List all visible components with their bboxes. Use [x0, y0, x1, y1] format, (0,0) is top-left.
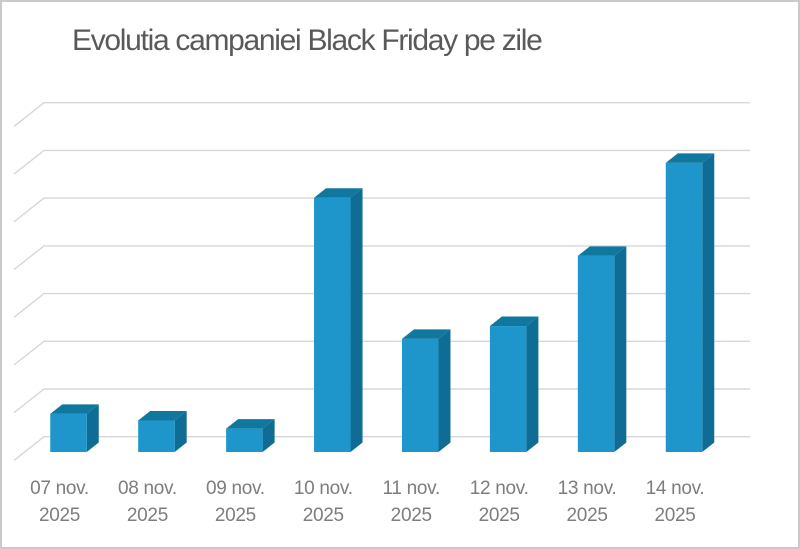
bar-front-face — [489, 326, 527, 452]
category-label-1: 08 nov. 2025 — [118, 478, 177, 526]
category-label-line2: 2025 — [39, 505, 80, 526]
bar-side-face — [614, 246, 627, 452]
gridline-1 — [13, 388, 750, 414]
bar-top-face — [50, 404, 99, 414]
category-label-line2: 2025 — [567, 505, 608, 526]
bar-side-face — [526, 316, 539, 452]
bar-top-face — [138, 411, 187, 421]
gridline-7 — [13, 102, 750, 127]
bar-front-face — [138, 420, 175, 452]
category-label-line1: 10 nov. — [294, 478, 353, 499]
category-label-5: 12 nov. 2025 — [470, 478, 529, 526]
bar-top-face — [401, 329, 451, 339]
category-label-line1: 13 nov. — [558, 478, 617, 499]
category-label-line2: 2025 — [654, 505, 695, 526]
category-label-line1: 08 nov. — [118, 478, 177, 499]
gridline-5 — [13, 197, 750, 223]
bar-side-face — [350, 188, 363, 453]
category-label-line2: 2025 — [391, 505, 432, 526]
bar-07-nov-2025 — [50, 404, 99, 452]
bar-top-face — [226, 419, 275, 429]
bar-08-nov-2025 — [138, 411, 187, 452]
bar-14-nov-2025 — [665, 153, 715, 453]
category-label-line2: 2025 — [127, 505, 168, 526]
bar-front-face — [401, 338, 439, 452]
bar-front-face — [226, 428, 263, 452]
category-label-line2: 2025 — [215, 505, 256, 526]
gridline-6 — [13, 149, 750, 175]
category-label-line1: 14 nov. — [646, 478, 705, 499]
bar-12-nov-2025 — [489, 316, 539, 452]
bar-10-nov-2025 — [314, 188, 363, 453]
gridline-0 — [13, 436, 750, 461]
category-label-7: 14 nov. 2025 — [646, 478, 705, 526]
category-label-line1: 07 nov. — [30, 478, 89, 499]
gridline-4 — [13, 245, 750, 271]
bar-front-face — [665, 162, 703, 453]
category-label-line2: 2025 — [479, 505, 520, 526]
category-label-6: 13 nov. 2025 — [558, 478, 617, 526]
category-label-line1: 12 nov. — [470, 478, 529, 499]
bar-side-face — [174, 411, 187, 452]
bar-11-nov-2025 — [401, 329, 451, 452]
bar-side-face — [262, 419, 275, 452]
category-label-2: 09 nov. 2025 — [206, 478, 265, 526]
bar-top-face — [489, 316, 539, 327]
category-label-4: 11 nov. 2025 — [383, 478, 441, 526]
bar-top-face — [665, 153, 715, 163]
category-label-line1: 09 nov. — [206, 478, 265, 499]
category-label-line1: 11 nov. — [383, 478, 440, 499]
gridline-3 — [13, 292, 750, 318]
bar-top-face — [577, 246, 627, 256]
bar-side-face — [86, 404, 99, 452]
bar-front-face — [50, 413, 87, 452]
bar-13-nov-2025 — [577, 246, 627, 452]
bar-09-nov-2025 — [226, 419, 275, 452]
bar-side-face — [702, 153, 715, 453]
bar-front-face — [577, 255, 615, 452]
chart-title: Evolutia campaniei Black Friday pe zile — [72, 24, 543, 57]
category-label-0: 07 nov. 2025 — [30, 478, 89, 526]
gridline-2 — [13, 340, 750, 366]
category-label-3: 10 nov. 2025 — [294, 478, 353, 526]
bar-side-face — [438, 329, 451, 452]
bar-top-face — [314, 188, 363, 198]
category-label-line2: 2025 — [303, 505, 344, 526]
bar-front-face — [314, 197, 351, 452]
